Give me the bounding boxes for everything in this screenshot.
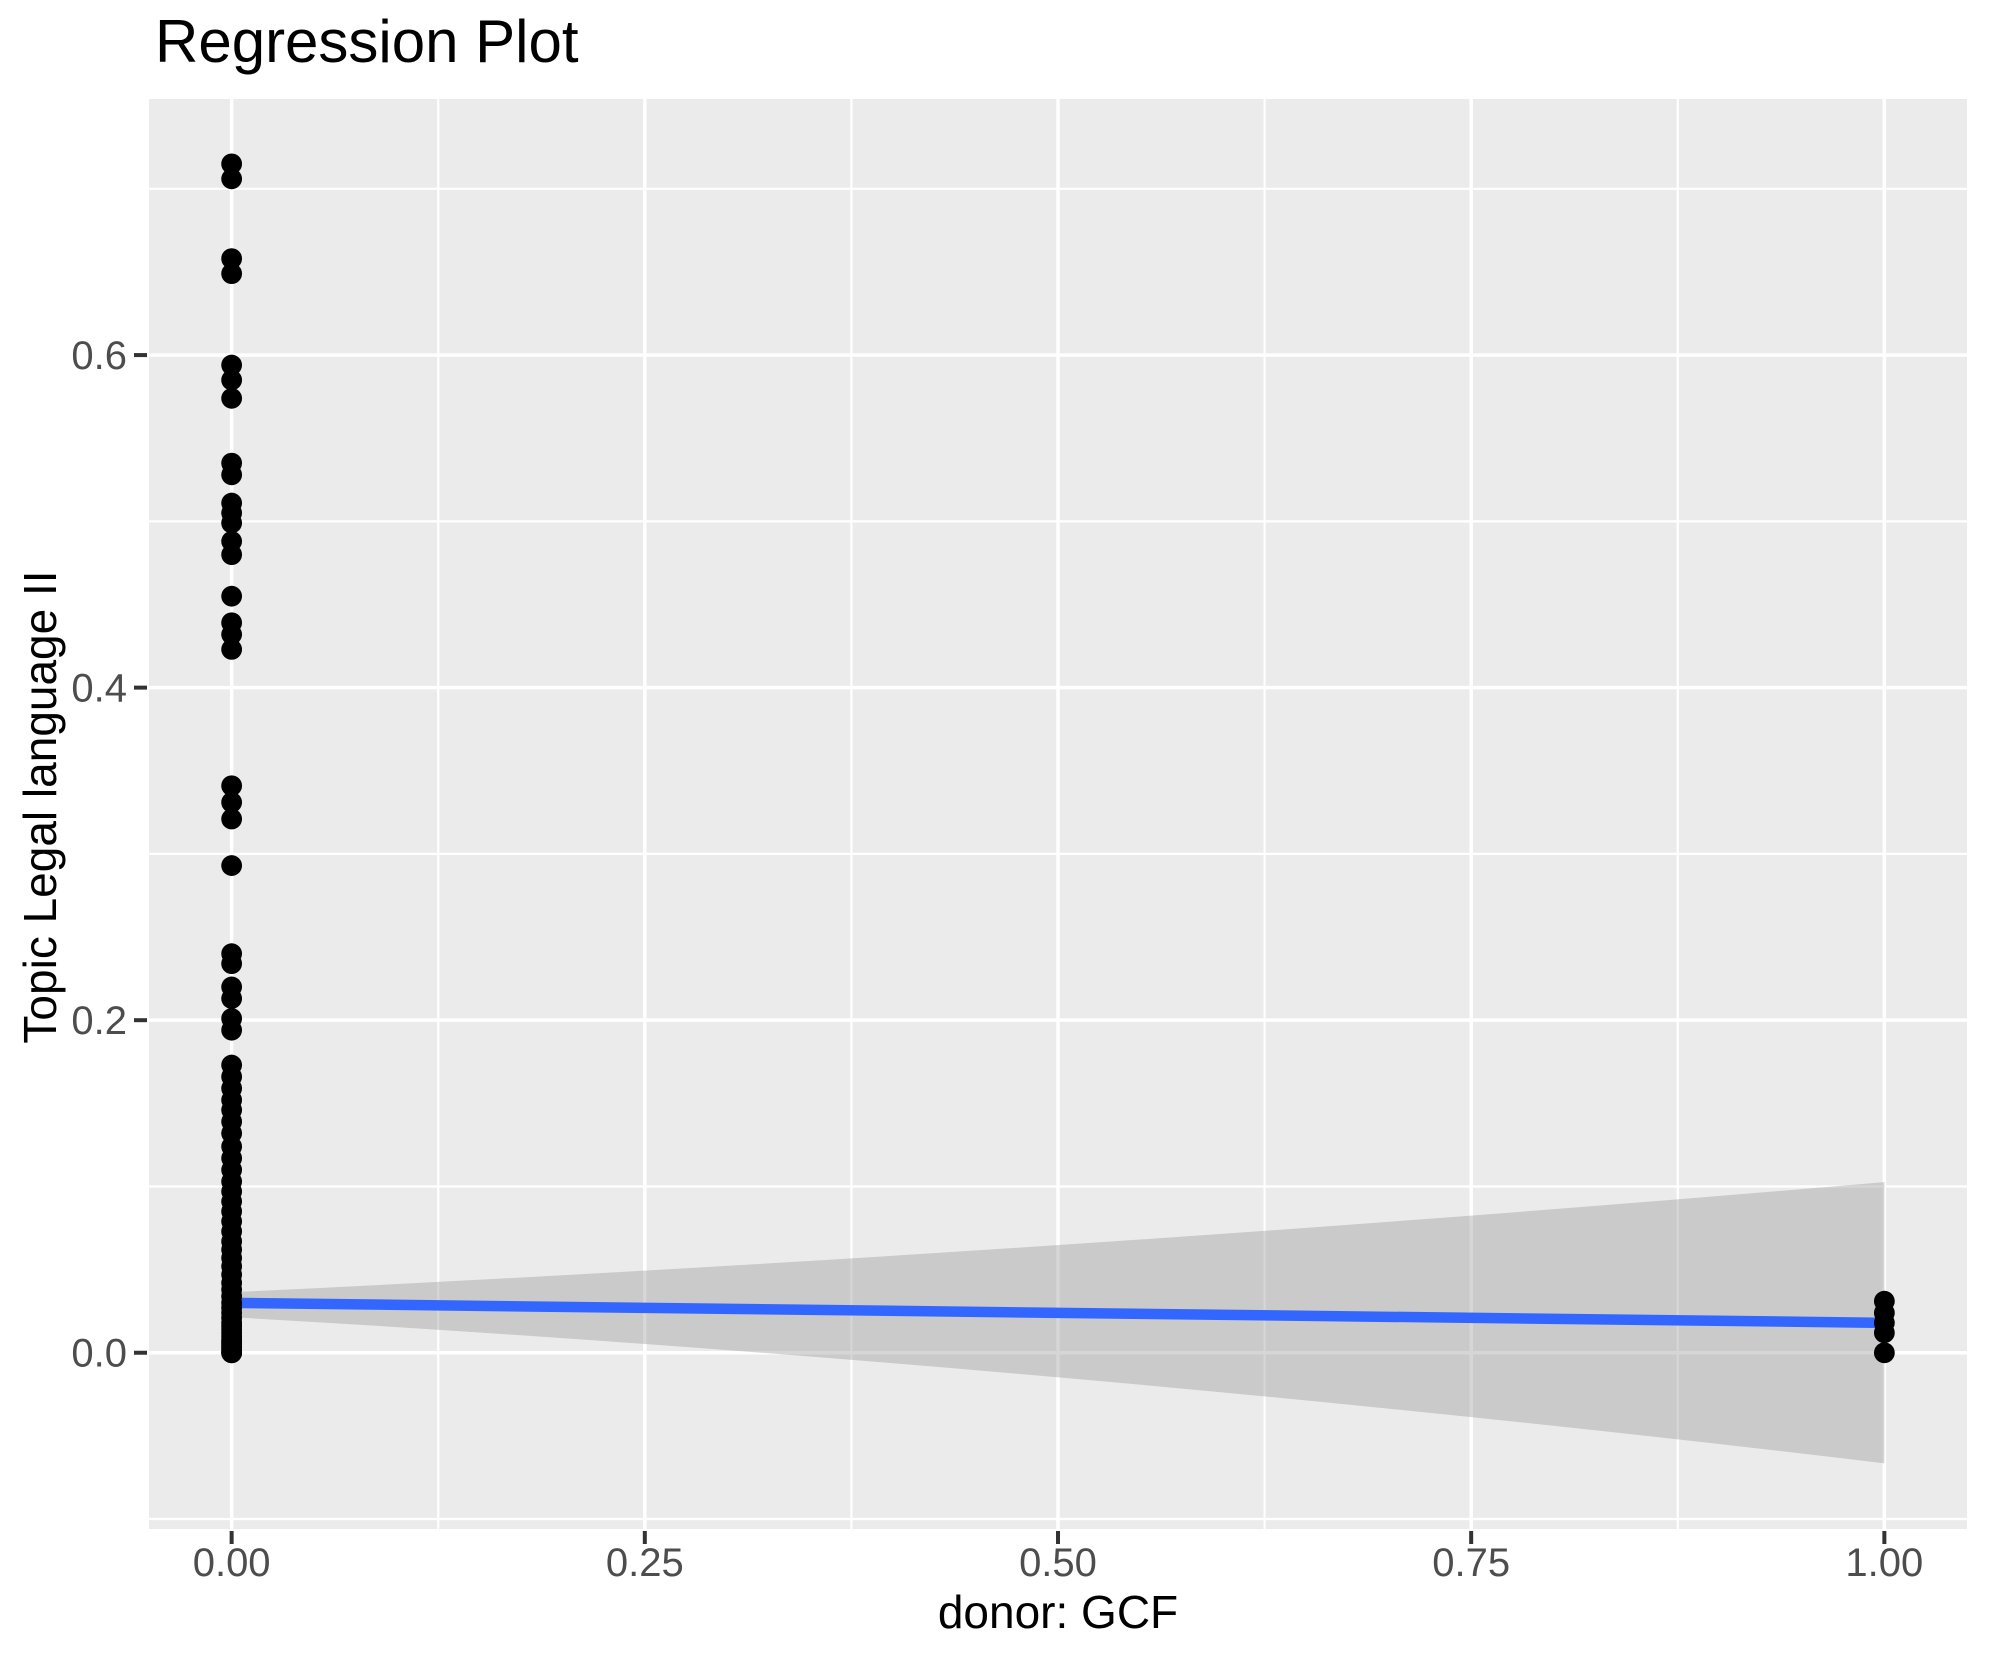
- data-point: [1873, 1322, 1895, 1344]
- data-point: [221, 464, 243, 486]
- data-point: [221, 953, 243, 975]
- data-point: [221, 354, 243, 376]
- data-point: [221, 248, 243, 270]
- y-tick-label: 0.4: [71, 667, 127, 711]
- y-tick-label: 0.2: [71, 999, 127, 1043]
- data-point: [221, 544, 243, 566]
- x-tick-label: 1.00: [1845, 1541, 1923, 1585]
- y-tick-label: 0.6: [71, 334, 127, 378]
- data-point: [221, 855, 243, 876]
- data-point: [221, 585, 243, 607]
- data-point: [221, 512, 243, 534]
- regression-line: [231, 1297, 1885, 1329]
- data-point: [221, 1019, 243, 1041]
- data-point: [221, 1342, 243, 1364]
- y-axis-title: Topic Legal language II: [14, 570, 66, 1044]
- x-tick-label: 0.50: [1019, 1541, 1097, 1585]
- x-tick-label: 0.00: [193, 1541, 271, 1585]
- x-tick-label: 0.75: [1432, 1541, 1510, 1585]
- data-point: [221, 153, 243, 175]
- data-point: [221, 369, 243, 391]
- data-point: [221, 168, 243, 190]
- data-point: [221, 791, 243, 813]
- data-point: [221, 775, 243, 797]
- data-point: [1873, 1342, 1895, 1364]
- data-point: [221, 808, 243, 830]
- data-point: [221, 638, 243, 660]
- data-point: [221, 988, 243, 1009]
- plot-title: Regression Plot: [155, 8, 579, 75]
- confidence-band: [231, 1182, 1885, 1464]
- data-point: [221, 387, 243, 409]
- x-tick-label: 0.25: [606, 1541, 684, 1585]
- data-point: [221, 263, 243, 284]
- y-tick-label: 0.0: [71, 1332, 127, 1376]
- data-point: [221, 624, 243, 645]
- x-axis-title: donor: GCF: [937, 1586, 1179, 1638]
